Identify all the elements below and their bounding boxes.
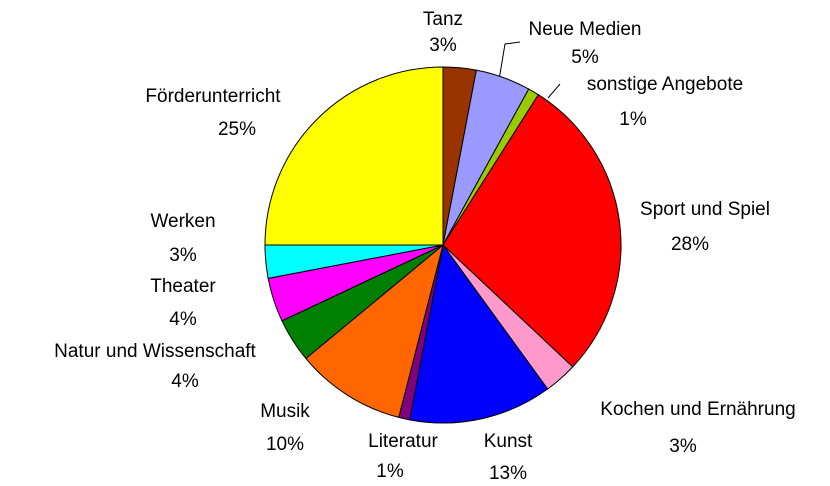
- slice-label: Sport und Spiel: [640, 199, 770, 220]
- slice-label: Theater: [150, 276, 216, 297]
- slice-label: sonstige Angebote: [587, 74, 743, 95]
- slice-label: Literatur: [368, 431, 438, 452]
- value-label: 4%: [169, 309, 197, 330]
- value-label: 1%: [376, 461, 404, 482]
- value-label: 5%: [571, 47, 599, 68]
- slice-label: Werken: [150, 211, 215, 232]
- value-label: 13%: [489, 463, 527, 484]
- value-label: 3%: [429, 35, 457, 56]
- slice-label: Natur und Wissenschaft: [54, 341, 256, 362]
- value-label: 10%: [266, 434, 304, 455]
- pie-slice: [409, 243, 549, 424]
- slice-label: Neue Medien: [528, 19, 641, 40]
- slice-label: Musik: [260, 401, 310, 422]
- pie-slice: [305, 243, 444, 419]
- slice-label: Förderunterricht: [145, 86, 281, 107]
- slice-label: Kunst: [484, 431, 533, 452]
- value-label: 3%: [169, 245, 197, 266]
- slice-label: Tanz: [423, 9, 463, 30]
- value-label: 28%: [671, 234, 709, 255]
- value-label: 4%: [171, 371, 199, 392]
- pie-slice: [264, 66, 444, 246]
- leader-line: [547, 83, 561, 99]
- value-label: 1%: [619, 109, 647, 130]
- slice-label: Kochen und Ernährung: [600, 399, 795, 420]
- value-label: 3%: [669, 436, 697, 457]
- value-label: 25%: [218, 119, 256, 140]
- pie-slice: [442, 94, 622, 368]
- leader-line: [498, 41, 521, 81]
